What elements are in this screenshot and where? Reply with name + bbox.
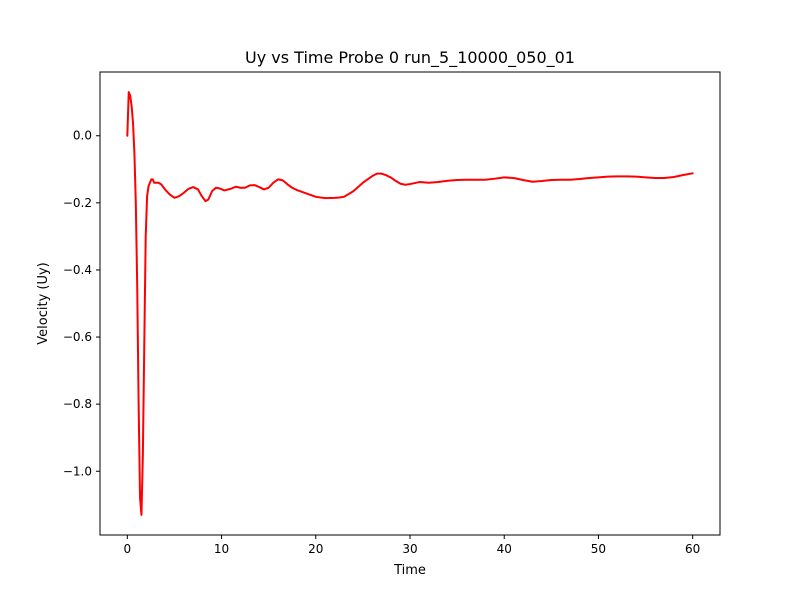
x-tick-label: 60 <box>685 542 700 556</box>
x-tick-label: 50 <box>591 542 606 556</box>
y-axis: 0.0 −0.2 −0.4 −0.6 −0.8 −1.0 <box>63 129 100 478</box>
plot-series-layer <box>126 91 694 516</box>
y-axis-label: Velocity (Uy) <box>36 262 51 344</box>
chart-title: Uy vs Time Probe 0 run_5_10000_050_01 <box>245 48 575 68</box>
x-tick-label: 40 <box>497 542 512 556</box>
y-tick-label: −0.6 <box>63 330 92 344</box>
series-line <box>126 91 694 516</box>
x-axis-label: Time <box>393 563 426 578</box>
plot-frame <box>99 71 721 536</box>
x-tick-label: 10 <box>214 542 229 556</box>
x-tick-label: 0 <box>124 542 132 556</box>
y-tick-label: −1.0 <box>63 464 92 478</box>
y-tick-label: −0.8 <box>63 397 92 411</box>
x-tick-label: 30 <box>402 542 417 556</box>
x-axis: 0 10 20 30 40 50 60 <box>124 535 700 556</box>
y-tick-label: −0.4 <box>63 263 92 277</box>
y-tick-label: −0.2 <box>63 196 92 210</box>
y-tick-label: 0.0 <box>73 129 92 143</box>
x-tick-label: 20 <box>308 542 323 556</box>
